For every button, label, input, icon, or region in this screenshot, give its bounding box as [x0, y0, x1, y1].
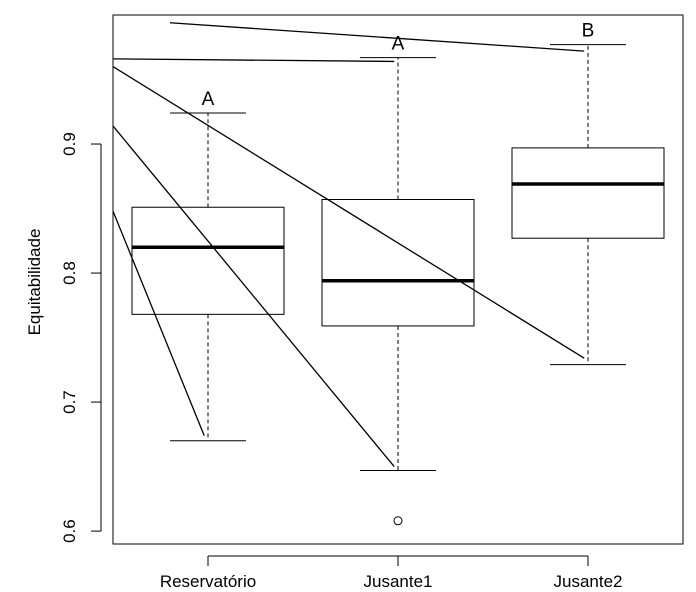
significance-letter: B [582, 21, 595, 42]
box-iqr [131, 206, 285, 315]
x-tick-label: Jusante1 [364, 572, 433, 591]
significance-letter: A [392, 34, 405, 55]
plot-frame [112, 14, 684, 545]
y-tick-label: 0.8 [60, 261, 79, 285]
box-1: A [131, 89, 285, 442]
x-tick-label: Jusante2 [554, 572, 623, 591]
y-tick-label: 0.7 [60, 390, 79, 414]
overlay-line [112, 58, 395, 63]
overlay-line [112, 125, 395, 467]
overlay-line [112, 210, 205, 436]
outlier-point [393, 516, 403, 526]
box-2: A [321, 34, 475, 526]
plot-area: A A B [112, 21, 665, 526]
y-tick-label: 0.6 [60, 519, 79, 543]
significance-letter: A [202, 89, 215, 110]
box-iqr [321, 199, 475, 327]
overlay-line [112, 66, 585, 359]
box-3: B [511, 21, 665, 366]
y-axis-title: Equitabilidade [25, 229, 44, 336]
x-tick-label: Reservatório [160, 572, 256, 591]
axes: 0.6 0.7 0.8 0.9 Reservatório Jusante1 Jusante2 [60, 14, 684, 591]
overlay-line [169, 22, 585, 52]
y-tick-label: 0.9 [60, 132, 79, 156]
box-iqr [511, 147, 665, 239]
